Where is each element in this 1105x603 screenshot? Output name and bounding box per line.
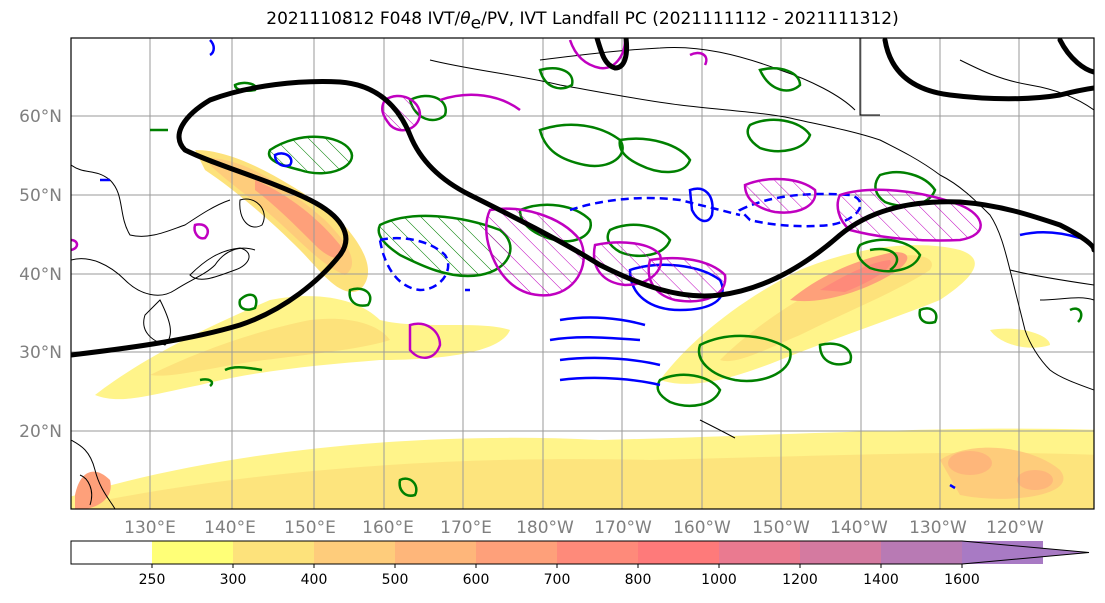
title-prefix: 2021110812 F048 IVT/	[266, 9, 461, 29]
lon-label: 120°W	[986, 518, 1044, 538]
colorbar-tick-label: 800	[625, 572, 652, 588]
lon-label: 160°W	[673, 518, 731, 538]
colorbar-segment	[71, 541, 152, 564]
graticule	[71, 38, 1094, 509]
lon-label: 130°W	[909, 518, 967, 538]
lon-label: 140°W	[830, 518, 888, 538]
lat-axis: 60°N 50°N 40°N 30°N 20°N	[19, 107, 62, 442]
colorbar-tick-label: 400	[301, 572, 328, 588]
colorbar-segment	[638, 541, 719, 564]
colorbar-tick-label: 500	[382, 572, 409, 588]
title-theta-sub: e	[470, 13, 482, 34]
lat-label: 60°N	[19, 107, 62, 127]
colorbar-tick-label: 1000	[701, 572, 737, 588]
title-theta: θ	[460, 9, 471, 29]
colorbar-outline	[70, 540, 1090, 565]
lon-label: 170°W	[594, 518, 652, 538]
colorbar-segment	[233, 541, 314, 564]
colorbar-tick-label: 700	[544, 572, 571, 588]
lon-label: 140°E	[204, 518, 256, 538]
colorbar-segment	[719, 541, 800, 564]
lat-label: 20°N	[19, 422, 62, 442]
colorbar-tick-label: 1200	[782, 572, 818, 588]
colorbar-tick-label: 1400	[863, 572, 899, 588]
coastlines	[71, 38, 1094, 509]
colorbar-tick-label: 300	[220, 572, 247, 588]
colorbar-segment	[395, 541, 476, 564]
lon-label: 180°W	[516, 518, 574, 538]
lon-label: 160°E	[362, 518, 414, 538]
colorbar-segment	[152, 541, 233, 564]
colorbar-tick-label: 1600	[944, 572, 980, 588]
lat-label: 40°N	[19, 265, 62, 285]
colorbar-segment	[557, 541, 638, 564]
colorbar-tick-label: 600	[463, 572, 490, 588]
colorbar-segment	[314, 541, 395, 564]
theta-e-contours	[100, 39, 1081, 490]
map-frame	[70, 37, 1095, 510]
colorbar-segment	[881, 541, 962, 564]
lon-label: 170°E	[440, 518, 492, 538]
lon-label: 150°W	[752, 518, 810, 538]
lon-axis: 130°E 140°E 150°E 160°E 170°E 180°W 170°…	[124, 518, 1044, 538]
lon-label: 130°E	[124, 518, 176, 538]
colorbar-extend-arrow	[962, 541, 1089, 564]
colorbar-tick-label: 250	[139, 572, 166, 588]
lat-label: 30°N	[19, 343, 62, 363]
colorbar-segment	[476, 541, 557, 564]
colorbar-segment	[800, 541, 881, 564]
colorbar: 250 300 400 500 600 700 800 1000 1200 1400 1600	[70, 540, 1090, 588]
lon-label: 150°E	[284, 518, 336, 538]
ivt-shading	[71, 150, 1094, 509]
lat-label: 50°N	[19, 186, 62, 206]
jet-line	[71, 38, 1094, 358]
map-title: 2021110812 F048 IVT/θe/PV, IVT Landfall …	[0, 9, 1105, 33]
title-suffix: /PV, IVT Landfall PC (2021111112 - 20211…	[481, 9, 899, 29]
